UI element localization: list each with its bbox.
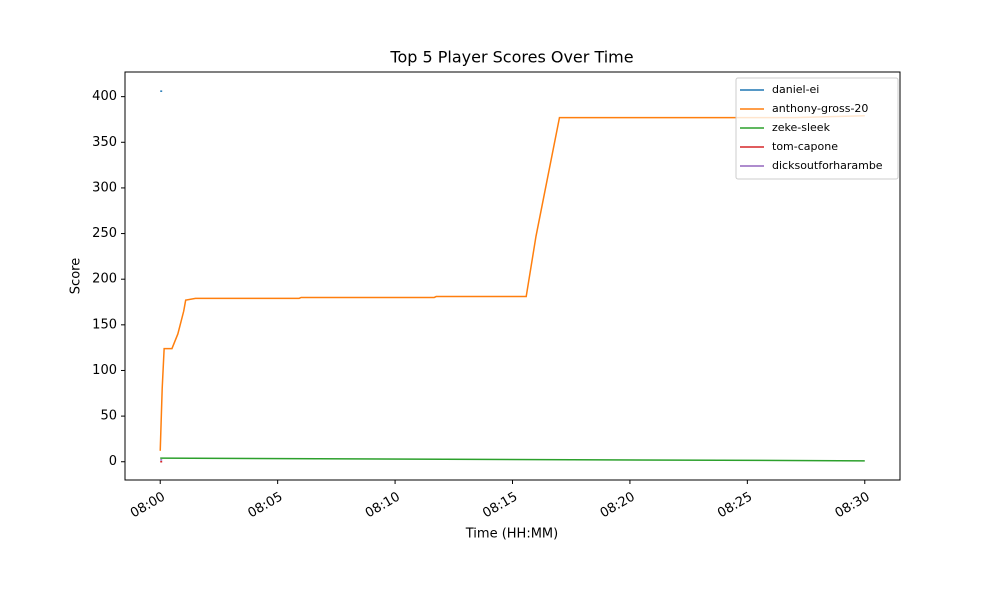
y-tick-label: 100 xyxy=(92,363,117,378)
y-tick-label: 300 xyxy=(92,180,117,195)
y-tick-label: 150 xyxy=(92,317,117,332)
chart-title: Top 5 Player Scores Over Time xyxy=(389,48,633,67)
y-tick-label: 250 xyxy=(92,226,117,241)
y-tick-label: 0 xyxy=(109,454,117,469)
series-line xyxy=(160,457,865,462)
y-tick-label: 350 xyxy=(92,135,117,150)
legend-label: tom-capone xyxy=(772,140,838,153)
y-tick-label: 50 xyxy=(100,409,117,424)
legend-label: anthony-gross-20 xyxy=(772,102,868,115)
y-tick-label: 200 xyxy=(92,272,117,287)
x-axis-label: Time (HH:MM) xyxy=(465,527,558,542)
series-line xyxy=(159,115,865,451)
legend-label: dicksoutforharambe xyxy=(772,159,883,172)
legend-box xyxy=(735,77,899,180)
legend-label: daniel-ei xyxy=(772,83,819,96)
legend-label: zeke-sleek xyxy=(772,121,831,134)
plot-frame xyxy=(124,71,901,481)
y-axis-label: Score xyxy=(69,258,84,294)
y-tick-label: 400 xyxy=(92,89,117,104)
